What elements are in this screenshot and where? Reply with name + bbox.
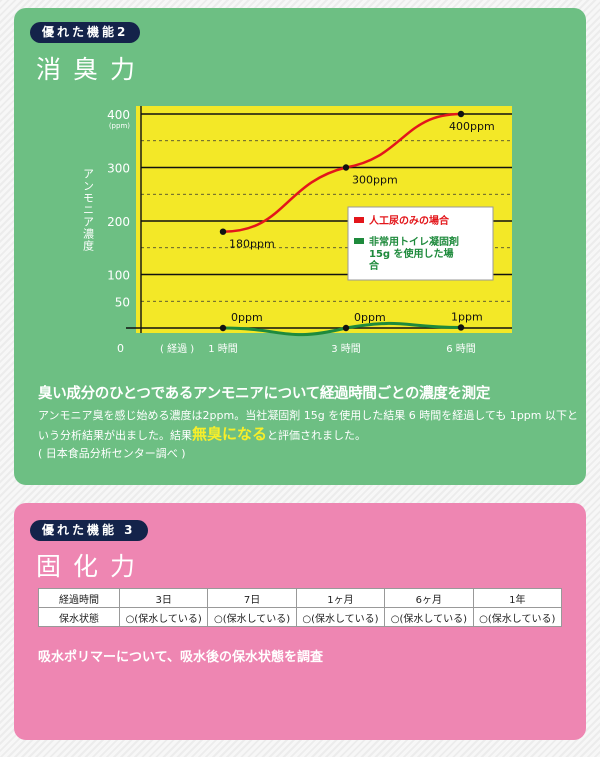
source-note: ( 日本食品分析センター調べ ): [38, 447, 186, 460]
y-tick-label: 200: [107, 215, 130, 229]
x-tick-label: 1 時間: [208, 343, 238, 355]
data-label: 180ppm: [229, 238, 275, 251]
table-cell: 7日: [207, 588, 297, 608]
table-cell: 経過時間: [38, 588, 120, 608]
data-label: 1ppm: [451, 310, 483, 323]
legend-swatch-1: [354, 217, 364, 223]
table-cell: 保水状態: [38, 607, 120, 627]
y-tick-label: 50: [115, 295, 130, 309]
legend-swatch-2: [354, 238, 364, 244]
section-title: 固化力: [36, 552, 148, 581]
table-header-row: 経過時間 3日 7日 1ヶ月 6ヶ月 1年: [38, 588, 563, 608]
feature-badge: 優れた機能2: [30, 22, 141, 43]
data-point: [457, 324, 465, 331]
description-text-end: と評価されました。: [267, 429, 367, 442]
table-cell: ○(保水している): [118, 607, 209, 627]
ammonia-chart: 50 100 200 300 400(ppm) 0 ( 経過 ) 1 時間 3 時間 6 時間 アン…: [82, 106, 512, 355]
origin-label: 0: [117, 342, 124, 355]
data-label: 300ppm: [352, 174, 398, 187]
table-caption: 吸水ポリマーについて、吸水後の保水状態を調査: [38, 650, 323, 665]
data-point: [219, 228, 227, 235]
deodorizing-section: 優れた機能2 消臭力 50 100 200 300 400 (ppm) 0 ( 経過 ) 1 時…: [14, 8, 586, 485]
chart-heading: 臭い成分のひとつであるアンモニアについて経過時間ごとの濃度を測定: [38, 386, 491, 402]
y-tick-label: 300: [107, 162, 130, 176]
table-cell: 1年: [472, 588, 563, 608]
table-cell: 3日: [118, 588, 209, 608]
y-unit-label: (ppm): [109, 122, 130, 130]
x-tick-label: 6 時間: [446, 343, 476, 355]
data-point: [342, 324, 350, 332]
table-row: 保水状態 ○(保水している) ○(保水している) ○(保水している) ○(保水し…: [38, 607, 563, 627]
table-cell: 6ヶ月: [384, 588, 474, 608]
table-cell: ○(保水している): [207, 607, 297, 627]
y-tick-label: 100: [107, 269, 130, 283]
description-text: アンモニア臭を感じ始める濃度は2ppm。当社凝固剤 15g を使用した結果 6 …: [38, 409, 578, 442]
legend-box: [347, 206, 494, 281]
data-point: [457, 110, 465, 118]
table-cell: ○(保水している): [472, 607, 563, 627]
data-label: 0ppm: [231, 311, 263, 324]
table-cell: ○(保水している): [384, 607, 474, 627]
data-label: 400ppm: [449, 120, 495, 133]
y-tick-label: 400: [107, 108, 130, 122]
data-point: [342, 164, 350, 171]
data-label: 0ppm: [354, 311, 386, 324]
chart-description: アンモニア臭を感じ始める濃度は2ppm。当社凝固剤 15g を使用した結果 6 …: [38, 407, 578, 463]
highlight-text: 無臭になる: [192, 425, 268, 443]
water-retention-table: 経過時間 3日 7日 1ヶ月 6ヶ月 1年 保水状態 ○(保水している) ○(保…: [38, 588, 563, 627]
legend-label-1: 人工尿のみの場合: [369, 214, 450, 227]
x-tick-label: 3 時間: [331, 343, 361, 355]
legend-label-2: 非常用トイレ凝固剤 15g を使用した場合: [368, 235, 459, 272]
table-cell: 1ヶ月: [295, 588, 386, 608]
x-axis-label: ( 経過 ): [160, 342, 194, 355]
data-point: [219, 324, 227, 332]
section-title: 消臭力: [36, 55, 148, 84]
table-cell: ○(保水している): [295, 607, 386, 627]
feature-badge: 優れた機能 3: [30, 520, 148, 541]
solidifying-section: 優れた機能 3 固化力 経過時間 3日 7日 1ヶ月 6ヶ月 1年 保水状態 ○…: [14, 503, 586, 740]
y-axis-title: アンモニア濃度: [82, 168, 95, 252]
